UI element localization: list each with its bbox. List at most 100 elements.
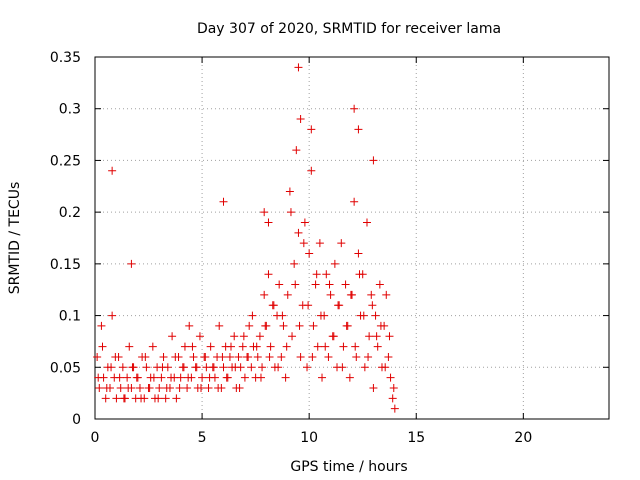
data-point <box>107 363 116 372</box>
data-point <box>322 270 331 279</box>
data-point <box>123 373 132 382</box>
data-point <box>119 394 128 403</box>
data-point <box>118 363 127 372</box>
data-point <box>244 352 253 361</box>
data-point <box>183 383 192 392</box>
data-point <box>162 383 171 392</box>
data-point <box>350 197 359 206</box>
data-point <box>171 352 180 361</box>
data-point <box>282 342 291 351</box>
data-point <box>184 373 193 382</box>
data-point <box>148 342 157 351</box>
data-point <box>248 311 257 320</box>
data-point <box>175 383 184 392</box>
data-point <box>369 383 378 392</box>
data-point <box>278 311 287 320</box>
data-point <box>231 363 240 372</box>
data-point <box>318 373 327 382</box>
data-point <box>145 383 154 392</box>
grid <box>95 57 609 419</box>
data-point <box>98 342 107 351</box>
data-point <box>290 259 299 268</box>
data-point <box>102 383 111 392</box>
data-point <box>269 301 278 310</box>
data-point <box>188 342 197 351</box>
data-point <box>307 125 316 134</box>
data-point <box>337 239 346 248</box>
y-tick-label: 0.1 <box>59 309 81 325</box>
data-point <box>205 373 214 382</box>
data-point <box>382 290 391 299</box>
data-point <box>313 342 322 351</box>
data-point <box>97 321 106 330</box>
data-point <box>381 363 390 372</box>
data-point <box>371 311 380 320</box>
data-point <box>390 404 399 413</box>
data-point <box>321 342 330 351</box>
data-point <box>373 342 382 351</box>
y-axis-label: SRMTID / TECUs <box>7 182 23 295</box>
data-point <box>369 156 378 165</box>
data-point <box>364 352 373 361</box>
data-point <box>158 363 167 372</box>
data-point <box>368 301 377 310</box>
data-point <box>157 373 166 382</box>
data-point <box>141 352 150 361</box>
data-point <box>172 394 181 403</box>
data-point <box>226 342 235 351</box>
data-point <box>352 352 361 361</box>
data-point <box>115 373 124 382</box>
data-point <box>376 321 385 330</box>
data-point <box>180 342 189 351</box>
data-point <box>303 363 312 372</box>
data-point <box>95 383 104 392</box>
data-point <box>311 280 320 289</box>
data-point <box>125 342 134 351</box>
data-point <box>93 352 102 361</box>
data-point <box>239 332 248 341</box>
data-point <box>234 352 243 361</box>
data-point <box>137 394 146 403</box>
data-point <box>252 342 261 351</box>
data-point <box>116 383 125 392</box>
data-point <box>341 280 350 289</box>
data-point <box>245 321 254 330</box>
data-point <box>338 363 347 372</box>
data-point <box>225 352 234 361</box>
data-point <box>288 332 297 341</box>
data-point <box>185 321 194 330</box>
data-point <box>294 228 303 237</box>
data-point <box>296 115 305 124</box>
data-point <box>362 218 371 227</box>
data-point <box>261 321 270 330</box>
data-point <box>339 342 348 351</box>
data-point <box>351 342 360 351</box>
data-point <box>255 332 264 341</box>
data-point <box>389 383 398 392</box>
data-point <box>295 321 304 330</box>
data-point <box>309 321 318 330</box>
data-point <box>219 197 228 206</box>
y-tick-label: 0.2 <box>59 205 81 221</box>
data-point <box>355 270 364 279</box>
data-point <box>260 208 269 217</box>
data-point <box>274 363 283 372</box>
chart-title: Day 307 of 2020, SRMTID for receiver lam… <box>197 21 501 37</box>
data-point <box>127 259 136 268</box>
data-point <box>308 352 317 361</box>
data-point <box>281 373 290 382</box>
data-point <box>354 249 363 258</box>
data-point <box>215 321 224 330</box>
data-point <box>260 290 269 299</box>
data-point <box>324 352 333 361</box>
data-point <box>315 239 324 248</box>
y-tick-label: 0 <box>72 412 81 428</box>
data-points <box>93 63 399 413</box>
data-point <box>334 301 343 310</box>
data-point <box>176 373 185 382</box>
data-point <box>206 342 215 351</box>
data-point <box>279 321 288 330</box>
data-point <box>159 352 168 361</box>
x-tick-label: 5 <box>198 430 207 446</box>
